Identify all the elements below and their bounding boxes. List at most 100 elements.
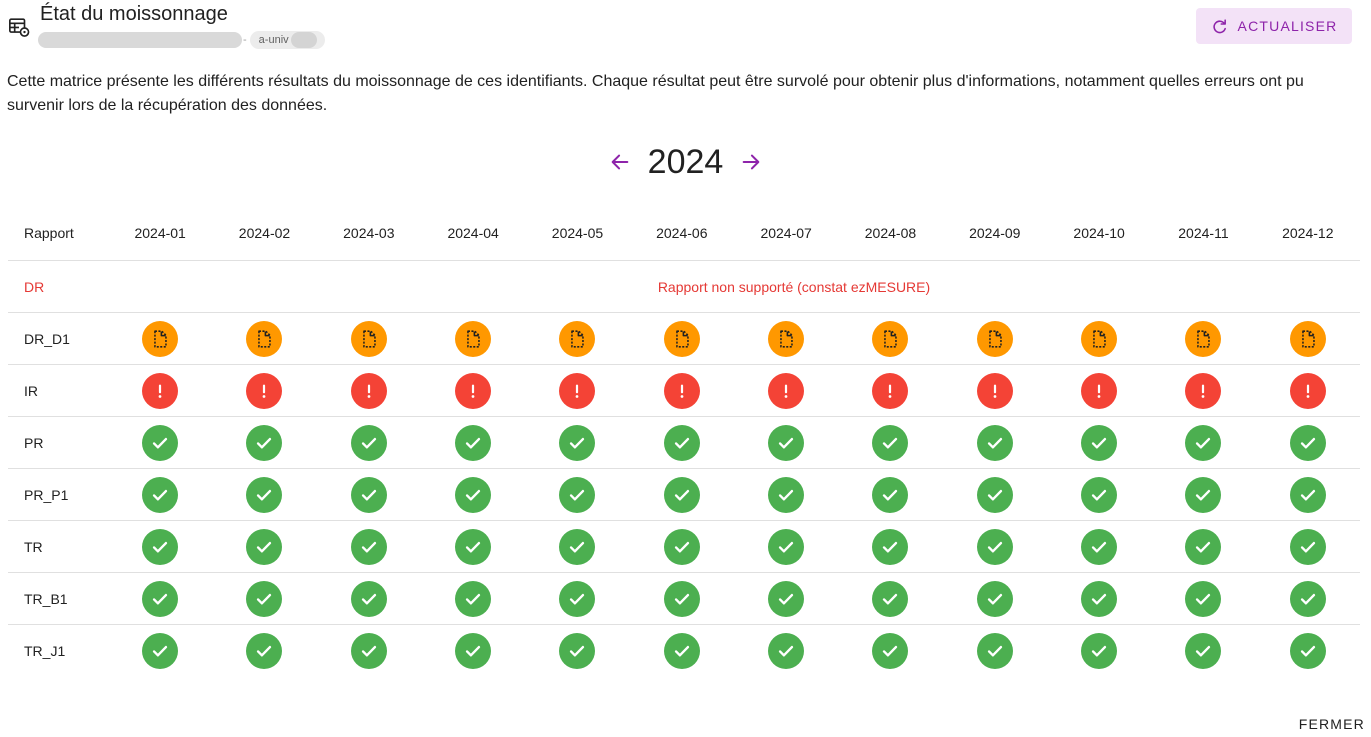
check-icon[interactable]	[559, 476, 596, 513]
check-icon[interactable]	[350, 424, 387, 461]
check-icon[interactable]	[663, 476, 700, 513]
file-dashed-icon[interactable]	[455, 320, 492, 357]
check-icon[interactable]	[455, 424, 492, 461]
check-icon[interactable]	[768, 424, 805, 461]
harvest-cell	[838, 520, 943, 573]
harvest-cell	[316, 572, 421, 625]
check-icon[interactable]	[1289, 528, 1326, 565]
check-icon[interactable]	[455, 632, 492, 669]
check-icon[interactable]	[142, 424, 179, 461]
check-icon[interactable]	[1289, 632, 1326, 669]
check-icon[interactable]	[1185, 632, 1222, 669]
check-icon[interactable]	[872, 476, 909, 513]
check-icon[interactable]	[976, 632, 1013, 669]
check-icon[interactable]	[350, 476, 387, 513]
check-icon[interactable]	[142, 580, 179, 617]
check-icon[interactable]	[976, 424, 1013, 461]
file-dashed-icon[interactable]	[1289, 320, 1326, 357]
check-icon[interactable]	[246, 424, 283, 461]
report-column-header: Rapport	[8, 206, 108, 261]
exclamation-icon[interactable]	[872, 372, 909, 409]
check-icon[interactable]	[559, 580, 596, 617]
check-icon[interactable]	[559, 424, 596, 461]
exclamation-icon[interactable]	[1081, 372, 1118, 409]
check-icon[interactable]	[350, 632, 387, 669]
redacted-name	[38, 32, 242, 48]
month-header: 2024-06	[629, 206, 734, 261]
check-icon[interactable]	[246, 632, 283, 669]
check-icon[interactable]	[1289, 424, 1326, 461]
check-icon[interactable]	[768, 580, 805, 617]
check-icon[interactable]	[1081, 632, 1118, 669]
exclamation-icon[interactable]	[663, 372, 700, 409]
check-icon[interactable]	[768, 632, 805, 669]
exclamation-icon[interactable]	[455, 372, 492, 409]
check-icon[interactable]	[872, 580, 909, 617]
harvest-matrix: Rapport 2024-01 2024-02 2024-03 2024-04 …	[8, 206, 1360, 677]
check-icon[interactable]	[976, 528, 1013, 565]
check-icon[interactable]	[872, 632, 909, 669]
check-icon[interactable]	[142, 632, 179, 669]
report-name: DR	[8, 260, 108, 313]
exclamation-icon[interactable]	[142, 372, 179, 409]
file-dashed-icon[interactable]	[976, 320, 1013, 357]
exclamation-icon[interactable]	[559, 372, 596, 409]
check-icon[interactable]	[350, 580, 387, 617]
file-dashed-icon[interactable]	[559, 320, 596, 357]
check-icon[interactable]	[1289, 580, 1326, 617]
harvest-cell	[1151, 625, 1255, 677]
check-icon[interactable]	[663, 580, 700, 617]
check-icon[interactable]	[872, 424, 909, 461]
file-dashed-icon[interactable]	[246, 320, 283, 357]
check-icon[interactable]	[663, 632, 700, 669]
check-icon[interactable]	[1185, 476, 1222, 513]
harvest-cell	[212, 572, 317, 625]
file-dashed-icon[interactable]	[1185, 320, 1222, 357]
check-icon[interactable]	[559, 632, 596, 669]
check-icon[interactable]	[142, 476, 179, 513]
exclamation-icon[interactable]	[350, 372, 387, 409]
check-icon[interactable]	[455, 476, 492, 513]
exclamation-icon[interactable]	[1185, 372, 1222, 409]
check-icon[interactable]	[246, 476, 283, 513]
check-icon[interactable]	[768, 528, 805, 565]
file-dashed-icon[interactable]	[350, 320, 387, 357]
check-icon[interactable]	[455, 580, 492, 617]
exclamation-icon[interactable]	[976, 372, 1013, 409]
exclamation-icon[interactable]	[768, 372, 805, 409]
check-icon[interactable]	[1081, 476, 1118, 513]
unsupported-report-message: Rapport non supporté (constat ezMESURE)	[108, 260, 1360, 313]
check-icon[interactable]	[350, 528, 387, 565]
check-icon[interactable]	[1185, 580, 1222, 617]
previous-year-button[interactable]	[606, 146, 634, 176]
harvest-cell	[629, 364, 734, 417]
check-icon[interactable]	[663, 424, 700, 461]
check-icon[interactable]	[872, 528, 909, 565]
check-icon[interactable]	[1081, 424, 1118, 461]
check-icon[interactable]	[663, 528, 700, 565]
file-dashed-icon[interactable]	[768, 320, 805, 357]
check-icon[interactable]	[559, 528, 596, 565]
check-icon[interactable]	[246, 528, 283, 565]
close-button[interactable]: FERMER	[1297, 713, 1367, 735]
harvest-cell	[630, 625, 734, 677]
file-dashed-icon[interactable]	[663, 320, 700, 357]
file-dashed-icon[interactable]	[1081, 320, 1118, 357]
check-icon[interactable]	[455, 528, 492, 565]
check-icon[interactable]	[768, 476, 805, 513]
check-icon[interactable]	[976, 476, 1013, 513]
next-year-button[interactable]	[737, 146, 765, 176]
exclamation-icon[interactable]	[1289, 372, 1326, 409]
check-icon[interactable]	[1081, 580, 1118, 617]
check-icon[interactable]	[1185, 424, 1222, 461]
exclamation-icon[interactable]	[246, 372, 283, 409]
check-icon[interactable]	[142, 528, 179, 565]
refresh-button[interactable]: ACTUALISER	[1196, 8, 1352, 44]
check-icon[interactable]	[1081, 528, 1118, 565]
check-icon[interactable]	[1185, 528, 1222, 565]
file-dashed-icon[interactable]	[142, 320, 179, 357]
file-dashed-icon[interactable]	[872, 320, 909, 357]
check-icon[interactable]	[976, 580, 1013, 617]
check-icon[interactable]	[246, 580, 283, 617]
check-icon[interactable]	[1289, 476, 1326, 513]
